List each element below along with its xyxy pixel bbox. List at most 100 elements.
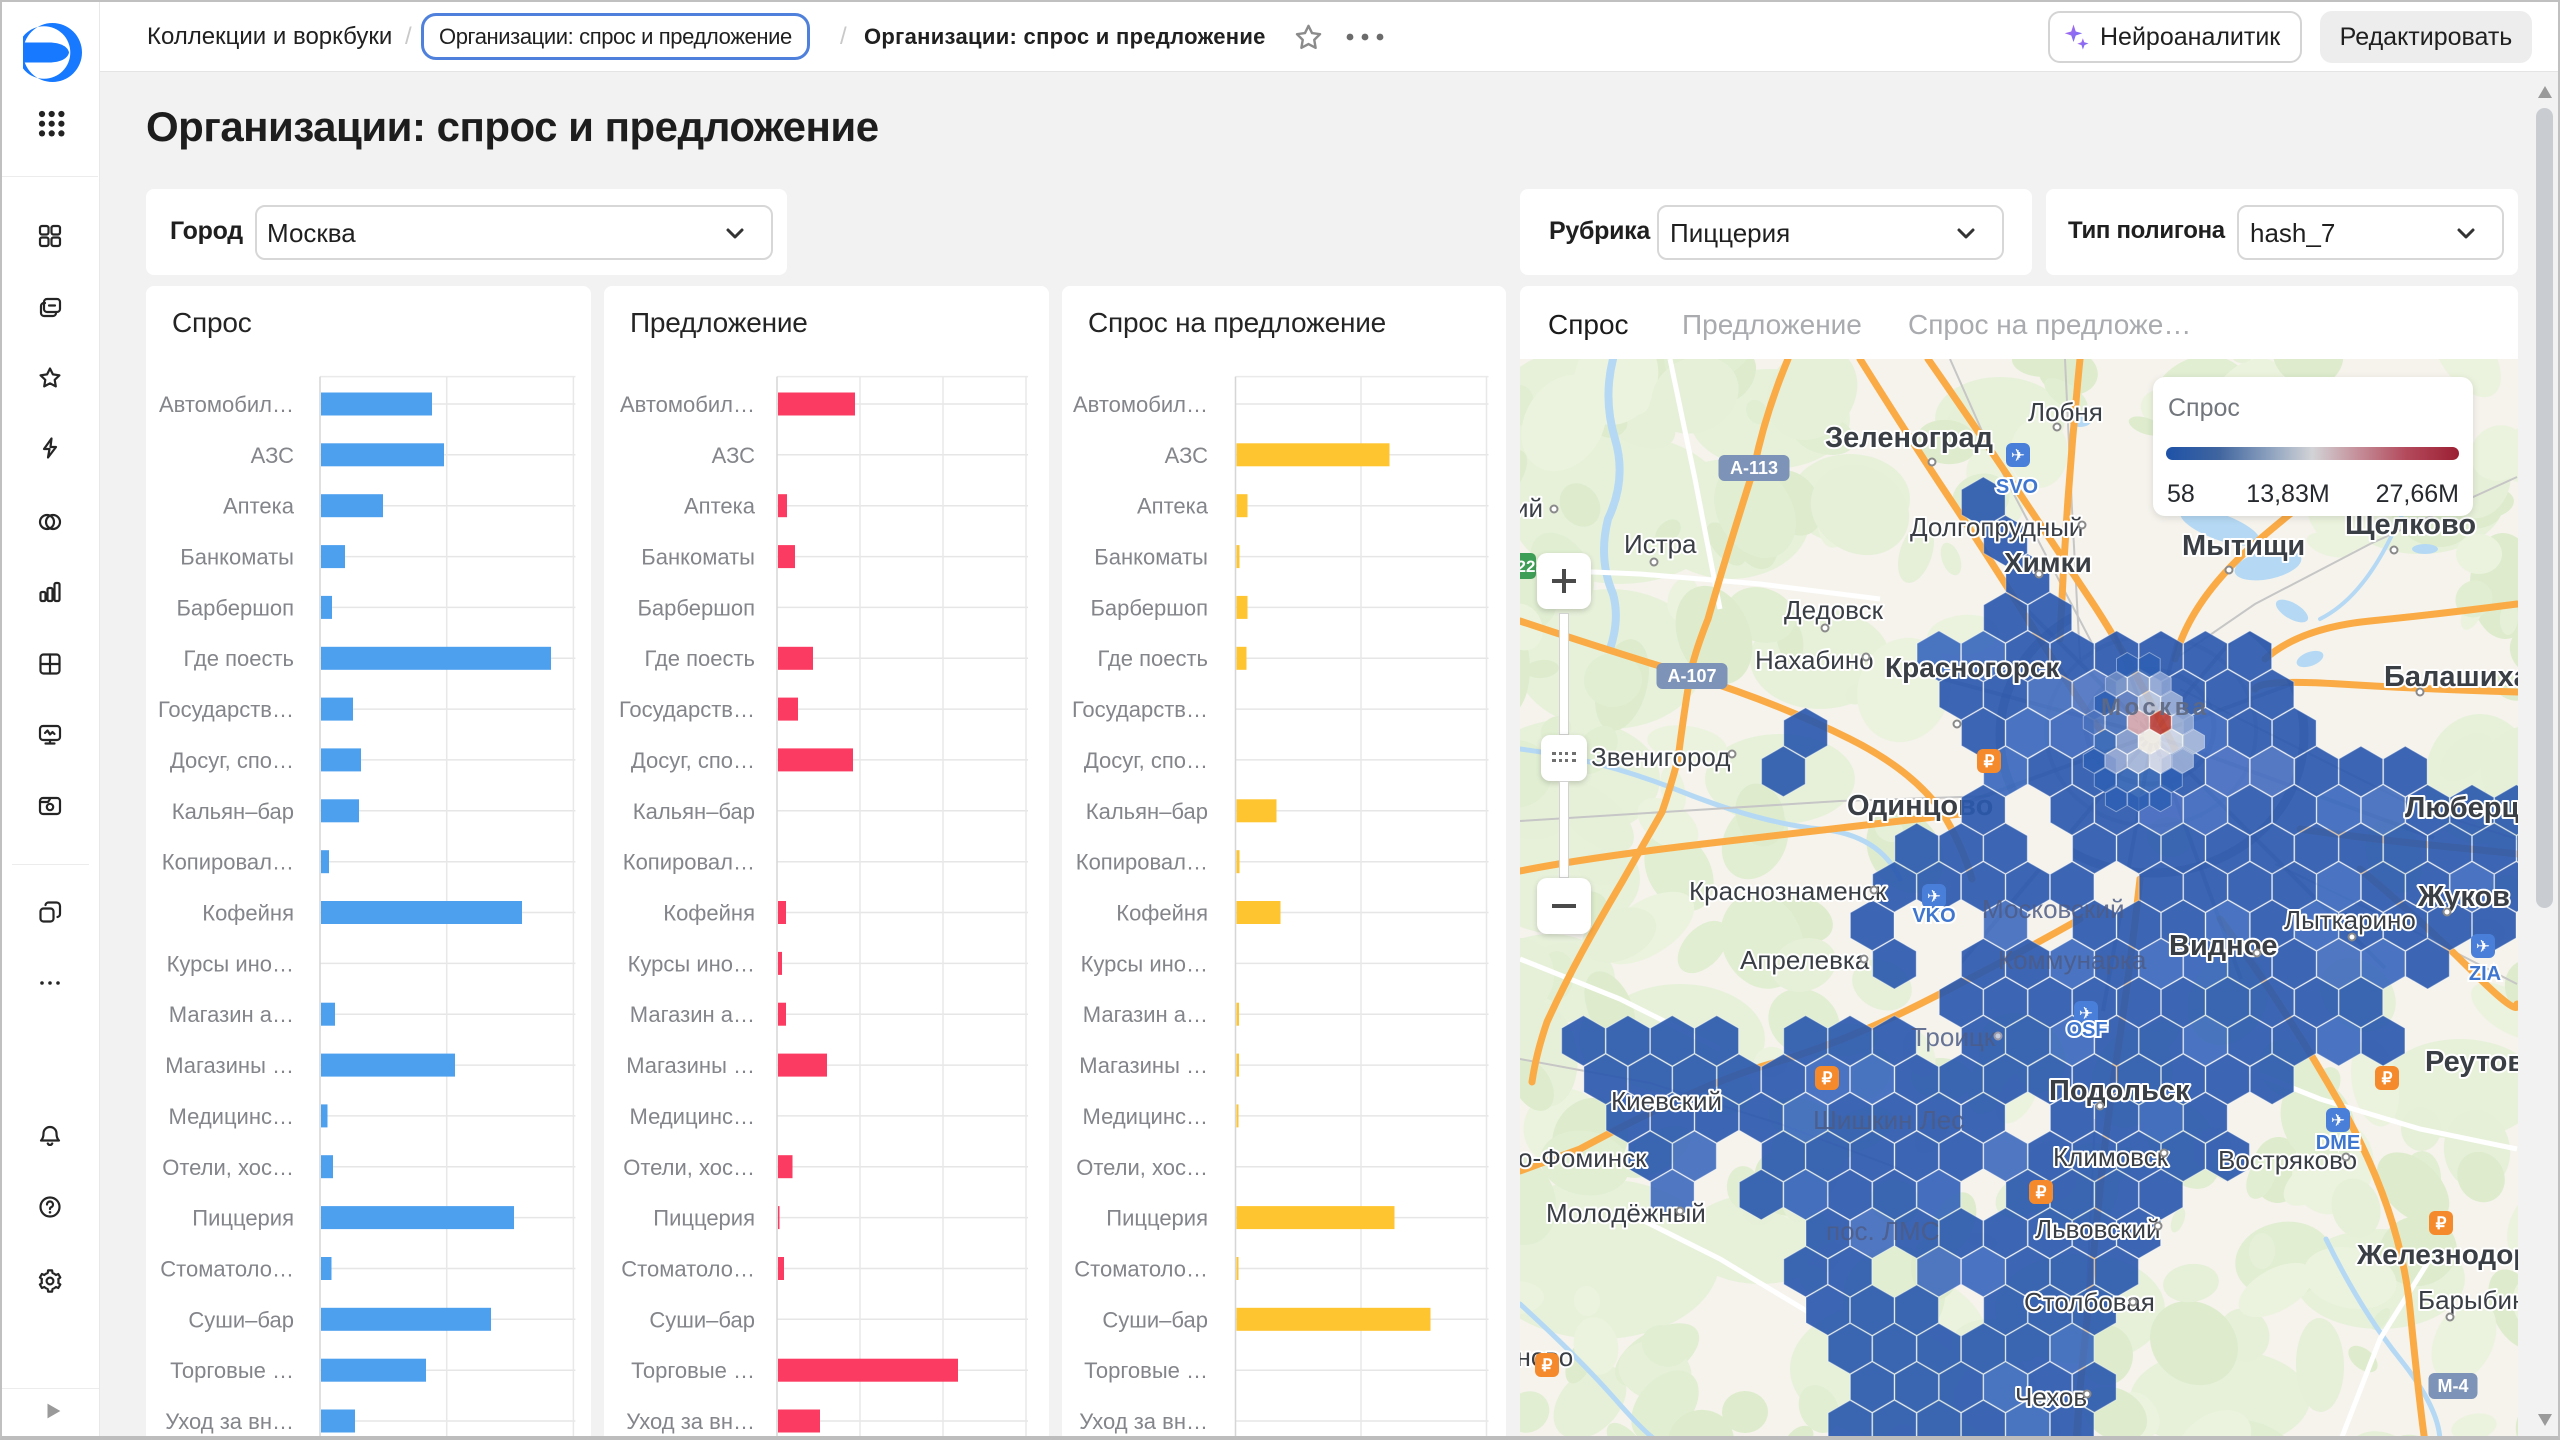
svg-text:✈: ✈ (2011, 446, 2025, 465)
svg-text:✈: ✈ (2476, 937, 2490, 956)
svg-text:Магазины …: Магазины … (626, 1053, 755, 1078)
svg-text:Отели, хос…: Отели, хос… (623, 1155, 755, 1180)
svg-text:Суши–бар: Суши–бар (188, 1307, 294, 1332)
svg-text:Красногорск: Красногорск (1885, 652, 2060, 683)
svg-text:Кофейня: Кофейня (1116, 901, 1208, 926)
svg-text:Кальян–бар: Кальян–бар (633, 799, 755, 824)
svg-text:OSF: OSF (2066, 1019, 2107, 1041)
svg-text:Звенигород: Звенигород (1591, 742, 1730, 772)
svg-text:Курсы ино…: Курсы ино… (628, 951, 755, 976)
svg-text:Уход за вн…: Уход за вн… (626, 1409, 755, 1434)
svg-text:АЗС: АЗС (251, 443, 294, 468)
svg-text:Подольск: Подольск (2049, 1075, 2190, 1107)
svg-text:Краснознаменск: Краснознаменск (1689, 876, 1887, 906)
svg-text:Лыткарино: Лыткарино (2284, 905, 2416, 935)
svg-text:АЗС: АЗС (1165, 443, 1208, 468)
svg-text:пос. ЛМС: пос. ЛМС (1826, 1216, 1939, 1246)
svg-text:Коммунарка: Коммунарка (1998, 945, 2147, 975)
svg-text:Где поесть: Где поесть (1097, 646, 1208, 671)
svg-text:Барбершоп: Барбершоп (1090, 595, 1208, 620)
svg-text:Мытищи: Мытищи (2182, 530, 2305, 562)
svg-text:Стоматоло…: Стоматоло… (160, 1257, 294, 1282)
svg-text:Государств…: Государств… (619, 697, 755, 722)
svg-text:Где поесть: Где поесть (644, 646, 755, 671)
svg-text:Барбершоп: Барбершоп (176, 595, 294, 620)
svg-text:Отели, хос…: Отели, хос… (1076, 1155, 1208, 1180)
svg-text:АЗС: АЗС (712, 443, 755, 468)
svg-text:Торговые …: Торговые … (170, 1358, 294, 1383)
svg-text:Железнодорожн: Железнодорожн (2356, 1239, 2518, 1270)
svg-text:Барыбино: Барыбино (2418, 1285, 2518, 1315)
svg-text:А-107: А-107 (1667, 666, 1716, 686)
svg-text:Досуг, спо…: Досуг, спо… (170, 748, 294, 773)
svg-text:Стоматоло…: Стоматоло… (1074, 1257, 1208, 1282)
svg-text:Истра: Истра (1624, 529, 1697, 559)
svg-text:Суши–бар: Суши–бар (649, 1307, 755, 1332)
svg-text:Уход за вн…: Уход за вн… (1079, 1409, 1208, 1434)
svg-text:₽: ₽ (1542, 1356, 1553, 1375)
svg-text:Автомобил…: Автомобил… (1073, 392, 1208, 417)
svg-text:Зеленоград: Зеленоград (1825, 422, 1993, 454)
svg-text:Московский: Московский (1982, 894, 2124, 924)
svg-text:Уход за вн…: Уход за вн… (165, 1409, 294, 1434)
svg-text:Пиццерия: Пиццерия (192, 1206, 294, 1231)
svg-text:Автомобил…: Автомобил… (159, 392, 294, 417)
svg-text:Банкоматы: Банкоматы (641, 545, 755, 570)
svg-text:Курсы ино…: Курсы ино… (167, 951, 294, 976)
svg-text:Люберцы: Люберцы (2405, 792, 2518, 824)
svg-text:₽: ₽ (2036, 1183, 2047, 1202)
svg-text:Кофейня: Кофейня (663, 901, 755, 926)
svg-text:Пиццерия: Пиццерия (1106, 1206, 1208, 1231)
svg-text:Кальян–бар: Кальян–бар (172, 799, 294, 824)
svg-text:Востряково: Востряково (2218, 1145, 2357, 1175)
svg-text:Шишкин Лес: Шишкин Лес (1813, 1105, 1964, 1135)
svg-text:Балашиха: Балашиха (2384, 661, 2518, 693)
svg-text:Нахабино: Нахабино (1755, 645, 1874, 675)
svg-text:Кальян–бар: Кальян–бар (1086, 799, 1208, 824)
svg-text:Банкоматы: Банкоматы (1094, 545, 1208, 570)
svg-text:Банкоматы: Банкоматы (180, 545, 294, 570)
svg-text:Суши–бар: Суши–бар (1102, 1307, 1208, 1332)
svg-text:Реутов: Реутов (2425, 1046, 2518, 1078)
svg-text:Автомобил…: Автомобил… (620, 392, 755, 417)
svg-text:Магазин а…: Магазин а… (1083, 1002, 1208, 1027)
svg-text:о-Фоминск: о-Фоминск (1520, 1143, 1647, 1173)
svg-text:Копировал…: Копировал… (162, 850, 294, 875)
svg-text:Отели, хос…: Отели, хос… (162, 1155, 294, 1180)
svg-text:Торговые …: Торговые … (1084, 1358, 1208, 1383)
svg-text:Медицинс…: Медицинс… (1083, 1104, 1209, 1129)
svg-text:Магазины …: Магазины … (165, 1053, 294, 1078)
svg-text:Торговые …: Торговые … (631, 1358, 755, 1383)
svg-text:Копировал…: Копировал… (1076, 850, 1208, 875)
svg-text:22: 22 (1520, 557, 1535, 576)
svg-text:Пиццерия: Пиццерия (653, 1206, 755, 1231)
svg-text:Химки: Химки (2004, 547, 2092, 578)
svg-text:VKO: VKO (1912, 905, 1955, 927)
svg-text:Троицк: Троицк (1911, 1022, 1996, 1052)
svg-text:Магазин а…: Магазин а… (630, 1002, 755, 1027)
svg-text:Аптека: Аптека (684, 494, 756, 519)
svg-text:Климовск: Климовск (2053, 1142, 2169, 1172)
svg-text:Медицинс…: Медицинс… (630, 1104, 756, 1129)
svg-text:Государств…: Государств… (158, 697, 294, 722)
svg-text:Досуг, спо…: Досуг, спо… (631, 748, 755, 773)
svg-text:SVO: SVO (1996, 476, 2038, 498)
svg-text:Барбершоп: Барбершоп (637, 595, 755, 620)
svg-text:Апрелевка: Апрелевка (1740, 945, 1870, 975)
svg-text:Государств…: Государств… (1072, 697, 1208, 722)
svg-text:Львовский: Львовский (2035, 1214, 2161, 1244)
svg-text:Аптека: Аптека (1137, 494, 1209, 519)
svg-text:Досуг, спо…: Досуг, спо… (1084, 748, 1208, 773)
svg-text:₽: ₽ (2436, 1214, 2447, 1233)
svg-text:✈: ✈ (1927, 887, 1941, 906)
svg-text:Копировал…: Копировал… (623, 850, 755, 875)
svg-text:✈: ✈ (2331, 1111, 2345, 1130)
svg-text:Магазин а…: Магазин а… (169, 1002, 294, 1027)
svg-text:DME: DME (2316, 1132, 2360, 1154)
svg-text:Жуков: Жуков (2417, 881, 2510, 913)
svg-text:Аптека: Аптека (223, 494, 295, 519)
svg-text:Дедовск: Дедовск (1784, 595, 1884, 625)
svg-text:ZIA: ZIA (2469, 963, 2501, 985)
svg-text:Медицинс…: Медицинс… (169, 1104, 295, 1129)
svg-text:Чехов: Чехов (2015, 1382, 2087, 1412)
